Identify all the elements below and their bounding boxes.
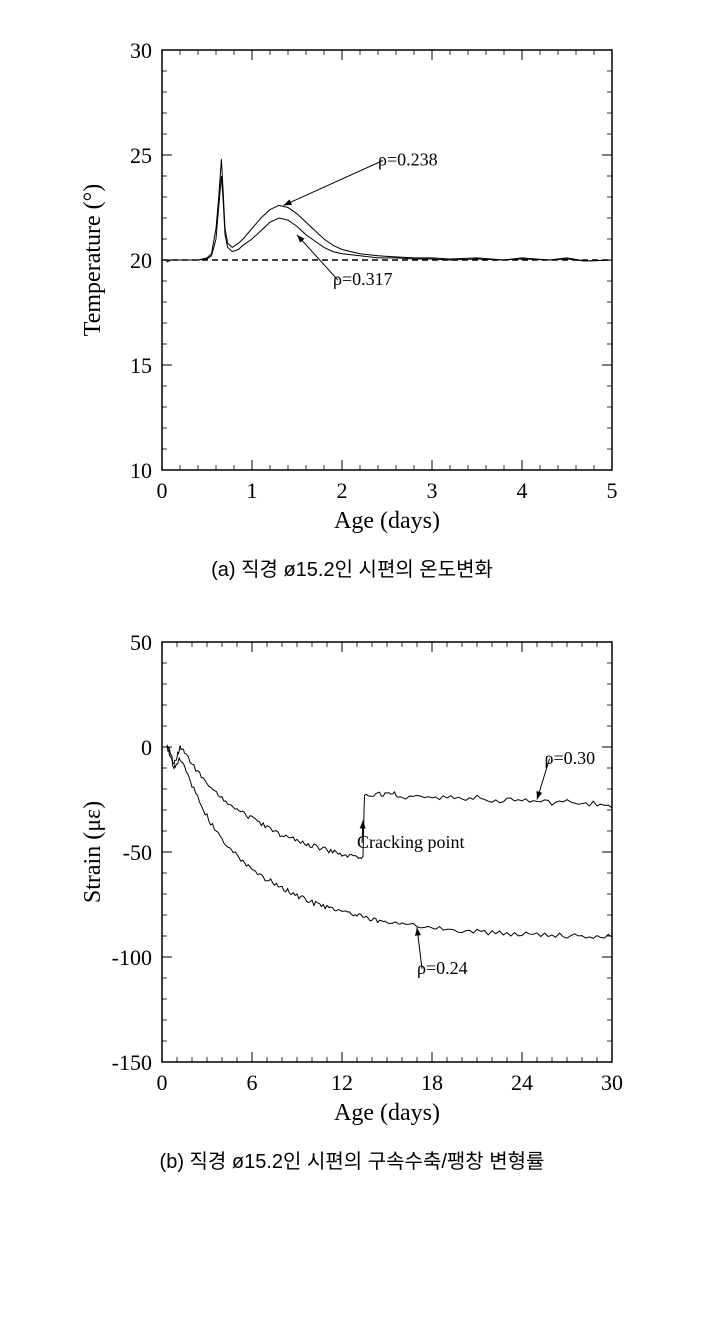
svg-text:-150: -150 <box>112 1050 152 1075</box>
svg-text:Strain (με): Strain (με) <box>80 801 106 903</box>
svg-text:Age (days): Age (days) <box>334 1100 440 1126</box>
svg-text:ρ=0.238: ρ=0.238 <box>378 150 438 170</box>
svg-text:ρ=0.24: ρ=0.24 <box>417 958 468 978</box>
svg-text:4: 4 <box>517 478 528 503</box>
svg-text:20: 20 <box>130 248 152 273</box>
svg-text:5: 5 <box>607 478 618 503</box>
svg-text:0: 0 <box>141 735 152 760</box>
chart-a: 0 1 2 3 4 5 10 15 20 25 30 Age (days) Temperature (°… <box>72 20 632 540</box>
svg-text:25: 25 <box>130 143 152 168</box>
svg-text:50: 50 <box>130 630 152 655</box>
svg-text:Age (days): Age (days) <box>334 508 440 534</box>
chart-b-caption: (b) 직경 ø15.2인 시편의 구속수축/팽창 변형률 <box>72 1145 632 1174</box>
svg-text:-100: -100 <box>112 945 152 970</box>
svg-text:-50: -50 <box>123 840 152 865</box>
svg-text:Cracking point: Cracking point <box>357 832 464 852</box>
chart-b-container: 0 6 12 18 24 30 -150 -100 -50 0 50 Age (days) Strain… <box>72 612 632 1174</box>
svg-text:30: 30 <box>601 1070 623 1095</box>
svg-text:12: 12 <box>331 1070 353 1095</box>
svg-text:15: 15 <box>130 353 152 378</box>
svg-text:2: 2 <box>337 478 348 503</box>
svg-text:6: 6 <box>247 1070 258 1095</box>
svg-text:18: 18 <box>421 1070 443 1095</box>
svg-text:24: 24 <box>511 1070 533 1095</box>
svg-text:ρ=0.30: ρ=0.30 <box>545 748 596 768</box>
svg-text:3: 3 <box>427 478 438 503</box>
svg-text:30: 30 <box>130 38 152 63</box>
chart-a-container: 0 1 2 3 4 5 10 15 20 25 30 Age (days) Temperature (°… <box>72 20 632 582</box>
svg-text:0: 0 <box>157 478 168 503</box>
svg-text:10: 10 <box>130 458 152 483</box>
svg-text:1: 1 <box>247 478 258 503</box>
svg-text:0: 0 <box>157 1070 168 1095</box>
chart-b: 0 6 12 18 24 30 -150 -100 -50 0 50 Age (days) Strain… <box>72 612 632 1132</box>
svg-text:Temperature (°): Temperature (°) <box>80 184 106 337</box>
chart-a-caption: (a) 직경 ø15.2인 시편의 온도변화 <box>72 553 632 582</box>
svg-text:ρ=0.317: ρ=0.317 <box>333 269 393 289</box>
